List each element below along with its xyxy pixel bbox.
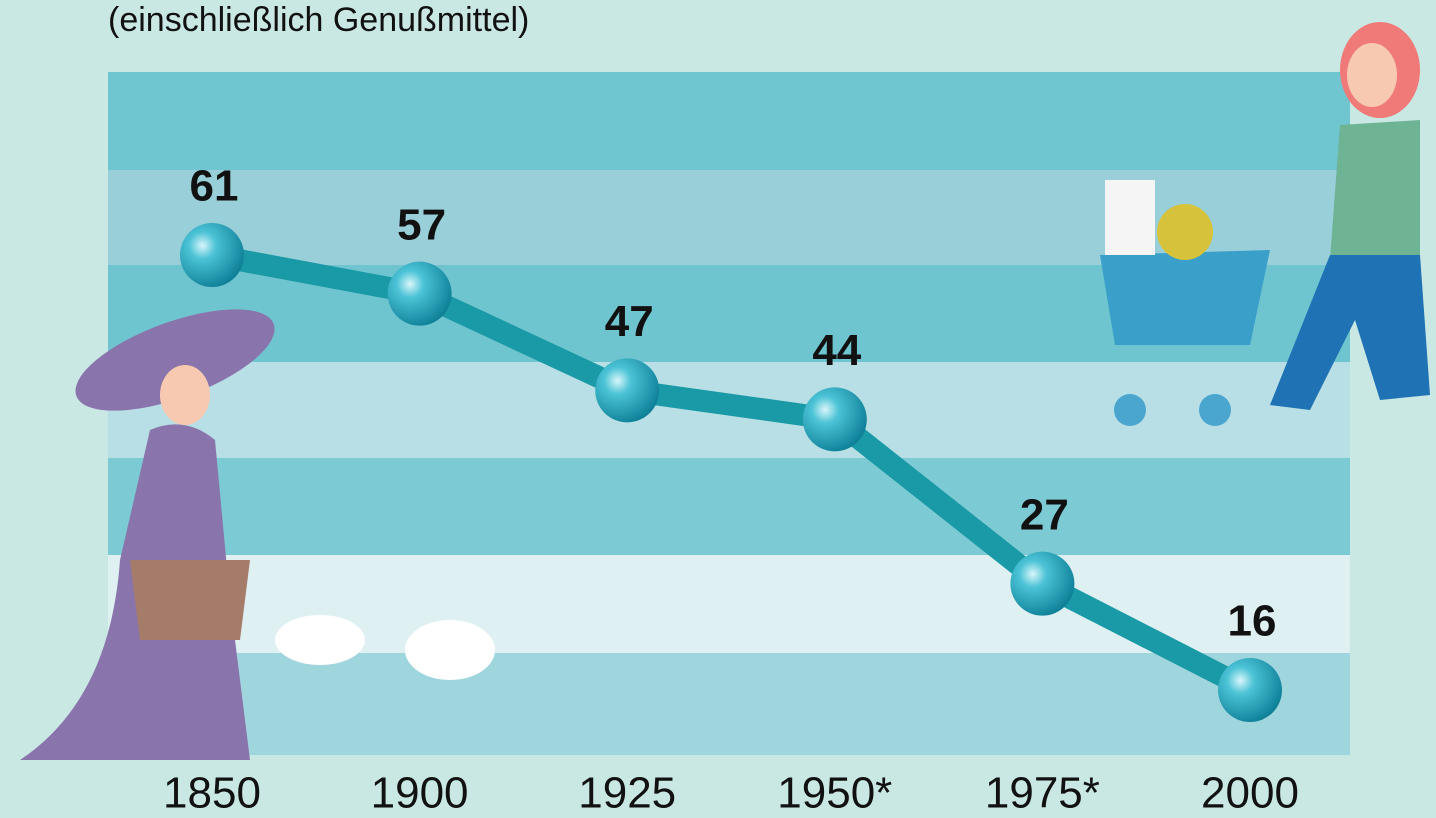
data-point <box>180 223 244 287</box>
data-point <box>1010 552 1074 616</box>
x-tick-label: 1975* <box>985 769 1100 818</box>
data-point <box>388 262 452 326</box>
x-tick-label: 1925 <box>578 769 676 818</box>
data-label: 47 <box>605 297 654 346</box>
chart: (einschließlich Genußmittel) 61 1850 57 190… <box>0 0 1436 818</box>
data-label: 57 <box>397 200 446 249</box>
data-label: 16 <box>1228 597 1277 646</box>
data-label: 61 <box>190 162 239 211</box>
x-tick-label: 1950* <box>777 769 892 818</box>
data-point <box>595 358 659 422</box>
data-point <box>803 387 867 451</box>
data-point <box>1218 658 1282 722</box>
data-label: 44 <box>812 326 861 375</box>
x-tick-label: 1850 <box>163 769 261 818</box>
x-tick-label: 1900 <box>371 769 469 818</box>
data-label: 27 <box>1020 490 1069 539</box>
chart-subtitle: (einschließlich Genußmittel) <box>108 1 529 39</box>
x-tick-label: 2000 <box>1201 769 1299 818</box>
